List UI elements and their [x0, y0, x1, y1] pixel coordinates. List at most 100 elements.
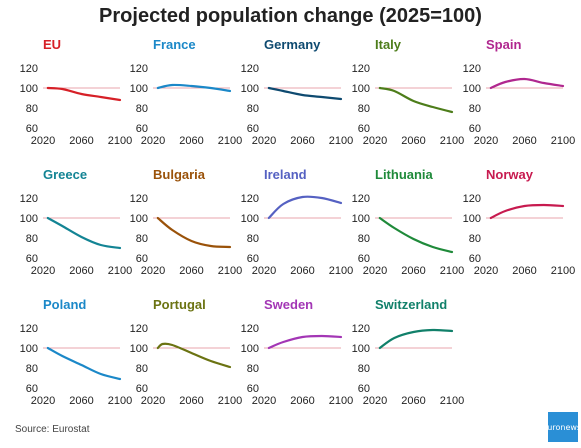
panel-title-bulgaria: Bulgaria — [153, 167, 206, 182]
y-tick-label: 60 — [469, 123, 481, 135]
series-line-poland — [46, 346, 122, 381]
x-tick-label: 2020 — [252, 265, 276, 277]
y-tick-label: 80 — [26, 363, 38, 375]
y-tick-label: 100 — [20, 213, 38, 225]
y-tick-label: 80 — [26, 103, 38, 115]
x-tick-label: 2060 — [401, 265, 425, 277]
x-tick-label: 2020 — [363, 265, 387, 277]
panel-lithuania: Lithuania 60 80 100 120 2020 2060 2100 — [352, 167, 465, 277]
x-tick-label: 2100 — [108, 395, 132, 407]
x-tick-label: 2020 — [141, 265, 165, 277]
y-tick-label: 100 — [463, 83, 481, 95]
y-tick-label: 100 — [130, 343, 148, 355]
y-tick-label: 80 — [136, 363, 148, 375]
x-tick-label: 2100 — [329, 265, 353, 277]
x-tick-label: 2060 — [512, 135, 536, 147]
y-tick-label: 100 — [241, 83, 259, 95]
x-tick-label: 2060 — [401, 395, 425, 407]
x-tick-label: 2100 — [440, 265, 464, 277]
y-tick-label: 60 — [247, 383, 259, 395]
series-line-spain — [489, 77, 565, 90]
y-tick-label: 120 — [352, 63, 370, 75]
y-tick-label: 60 — [358, 383, 370, 395]
panel-switzerland: Switzerland 60 80 100 120 2020 2060 2100 — [352, 297, 465, 407]
y-tick-label: 60 — [136, 383, 148, 395]
panel-title-france: France — [153, 37, 196, 52]
y-tick-label: 80 — [247, 103, 259, 115]
y-tick-label: 60 — [136, 253, 148, 265]
x-tick-label: 2020 — [252, 135, 276, 147]
panel-italy: Italy 60 80 100 120 2020 2060 2100 — [352, 37, 465, 147]
x-tick-label: 2100 — [551, 135, 575, 147]
panel-bulgaria: Bulgaria 60 80 100 120 2020 2060 2100 — [130, 167, 243, 277]
panel-title-italy: Italy — [375, 37, 402, 52]
panel-norway: Norway 60 80 100 120 2020 2060 2100 — [463, 167, 576, 277]
panel-title-ireland: Ireland — [264, 167, 307, 182]
series-line-switzerland — [378, 328, 454, 350]
y-tick-label: 80 — [247, 233, 259, 245]
x-tick-label: 2060 — [69, 135, 93, 147]
series-line-italy — [378, 86, 454, 114]
logo-text-part: euro — [542, 422, 561, 432]
y-tick-label: 60 — [136, 123, 148, 135]
y-tick-label: 120 — [20, 193, 38, 205]
panel-sweden: Sweden 60 80 100 120 2020 2060 2100 — [241, 297, 354, 407]
series-line-greece — [46, 216, 122, 250]
y-tick-label: 120 — [130, 193, 148, 205]
x-tick-label: 2020 — [252, 395, 276, 407]
y-tick-label: 60 — [26, 253, 38, 265]
y-tick-label: 100 — [130, 83, 148, 95]
y-tick-label: 60 — [247, 253, 259, 265]
x-tick-label: 2060 — [290, 395, 314, 407]
x-tick-label: 2100 — [329, 135, 353, 147]
y-tick-label: 80 — [358, 233, 370, 245]
panel-title-norway: Norway — [486, 167, 534, 182]
y-tick-label: 120 — [463, 63, 481, 75]
x-tick-label: 2020 — [31, 395, 55, 407]
panel-eu: EU 60 80 100 120 2020 2060 2100 — [20, 37, 133, 147]
series-line-norway — [489, 203, 565, 220]
panel-title-lithuania: Lithuania — [375, 167, 434, 182]
x-tick-label: 2100 — [329, 395, 353, 407]
x-tick-label: 2020 — [31, 265, 55, 277]
x-tick-label: 2100 — [108, 265, 132, 277]
y-tick-label: 80 — [247, 363, 259, 375]
x-tick-label: 2060 — [512, 265, 536, 277]
y-tick-label: 100 — [463, 213, 481, 225]
panel-title-sweden: Sweden — [264, 297, 313, 312]
logo-text-part: news. — [560, 422, 581, 432]
panel-title-poland: Poland — [43, 297, 86, 312]
y-tick-label: 120 — [241, 193, 259, 205]
y-tick-label: 120 — [241, 323, 259, 335]
y-tick-label: 120 — [130, 323, 148, 335]
panel-title-germany: Germany — [264, 37, 321, 52]
y-tick-label: 120 — [20, 323, 38, 335]
x-tick-label: 2060 — [179, 135, 203, 147]
series-line-bulgaria — [156, 216, 232, 249]
panel-germany: Germany 60 80 100 120 2020 2060 2100 — [241, 37, 354, 147]
x-tick-label: 2100 — [218, 395, 242, 407]
y-tick-label: 80 — [358, 363, 370, 375]
y-tick-label: 80 — [469, 233, 481, 245]
x-tick-label: 2060 — [290, 135, 314, 147]
chart-title: Projected population change (2025=100) — [99, 5, 482, 27]
x-tick-label: 2020 — [474, 135, 498, 147]
x-tick-label: 2020 — [141, 395, 165, 407]
x-tick-label: 2100 — [218, 135, 242, 147]
y-tick-label: 100 — [352, 343, 370, 355]
y-tick-label: 100 — [20, 343, 38, 355]
y-tick-label: 60 — [469, 253, 481, 265]
x-tick-label: 2060 — [179, 395, 203, 407]
panel-title-eu: EU — [43, 37, 61, 52]
series-line-eu — [46, 86, 122, 102]
y-tick-label: 100 — [352, 83, 370, 95]
series-line-portugal — [156, 342, 232, 369]
x-tick-label: 2100 — [108, 135, 132, 147]
x-tick-label: 2060 — [69, 395, 93, 407]
x-tick-label: 2020 — [363, 135, 387, 147]
y-tick-label: 120 — [352, 323, 370, 335]
x-tick-label: 2020 — [363, 395, 387, 407]
x-tick-label: 2100 — [440, 135, 464, 147]
y-tick-label: 100 — [241, 213, 259, 225]
